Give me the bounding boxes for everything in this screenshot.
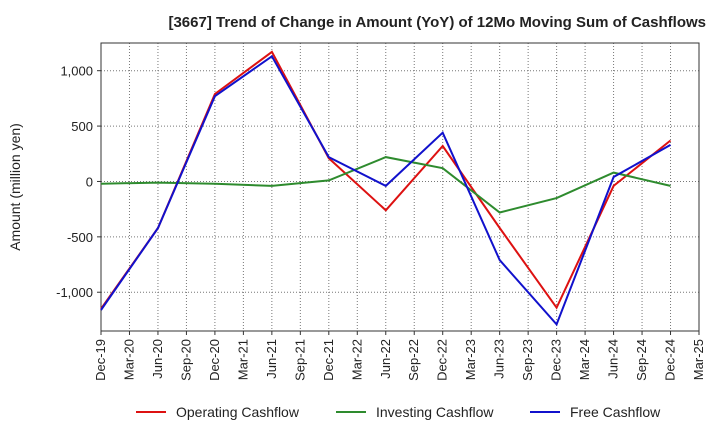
x-tick-label: Dec-21 (321, 339, 336, 381)
x-tick-label: Sep-20 (178, 339, 193, 381)
y-tick-label: 0 (86, 174, 93, 189)
legend-label: Investing Cashflow (376, 404, 494, 420)
x-tick-label: Mar-22 (349, 339, 364, 380)
x-tick-label: Jun-22 (378, 339, 393, 379)
series-line-investing-cashflow (100, 156, 671, 214)
x-tick-label: Sep-24 (634, 339, 649, 381)
axes-layer (97, 42, 700, 335)
legend-label: Operating Cashflow (176, 404, 299, 420)
legend-swatch (530, 411, 560, 413)
x-tick-label: Dec-23 (549, 339, 564, 381)
y-tick-label: -500 (67, 230, 93, 245)
x-tick-label: Sep-23 (520, 339, 535, 381)
legend-item: Investing Cashflow (336, 404, 494, 420)
legend-label: Free Cashflow (570, 404, 661, 420)
legend-item: Free Cashflow (530, 404, 660, 420)
series-line-operating-cashflow (100, 50, 672, 310)
x-tick-label: Dec-22 (435, 339, 450, 381)
legend: Operating Cashflow Investing Cashflow Free… (0, 404, 720, 426)
x-tick-label: Jun-20 (150, 339, 165, 379)
x-tick-label: Mar-20 (121, 339, 136, 380)
plot-frame (100, 42, 700, 332)
legend-item: Operating Cashflow (136, 404, 299, 420)
x-tick-label: Dec-19 (93, 339, 108, 381)
x-tick-label: Jun-24 (606, 339, 621, 379)
series-line-free-cashflow (100, 54, 671, 327)
y-axis-label: Amount (million yen) (7, 123, 23, 251)
x-tick-label: Dec-20 (207, 339, 222, 381)
y-tick-label: 1,000 (60, 64, 93, 79)
x-tick-label: Mar-25 (691, 339, 706, 380)
x-tick-label: Sep-22 (406, 339, 421, 381)
x-tick-label: Sep-21 (292, 339, 307, 381)
y-tick-label: 500 (71, 119, 93, 134)
x-tick-label: Mar-23 (463, 339, 478, 380)
labels-layer: 1,000 500 0 -500 -1,000 Dec-19 Mar-20 Jun-20 Sep… (7, 64, 706, 381)
chart-title: [3667] Trend of Change in Amount (YoY) o… (168, 14, 706, 31)
legend-swatch (336, 411, 366, 413)
series-layer (100, 50, 672, 327)
x-tick-label: Jun-23 (492, 339, 507, 379)
y-tick-label: -1,000 (56, 285, 93, 300)
x-tick-label: Dec-24 (663, 339, 678, 381)
x-tick-label: Jun-21 (264, 339, 279, 379)
x-tick-label: Mar-21 (235, 339, 250, 380)
x-tick-label: Mar-24 (577, 339, 592, 380)
legend-swatch (136, 411, 166, 413)
